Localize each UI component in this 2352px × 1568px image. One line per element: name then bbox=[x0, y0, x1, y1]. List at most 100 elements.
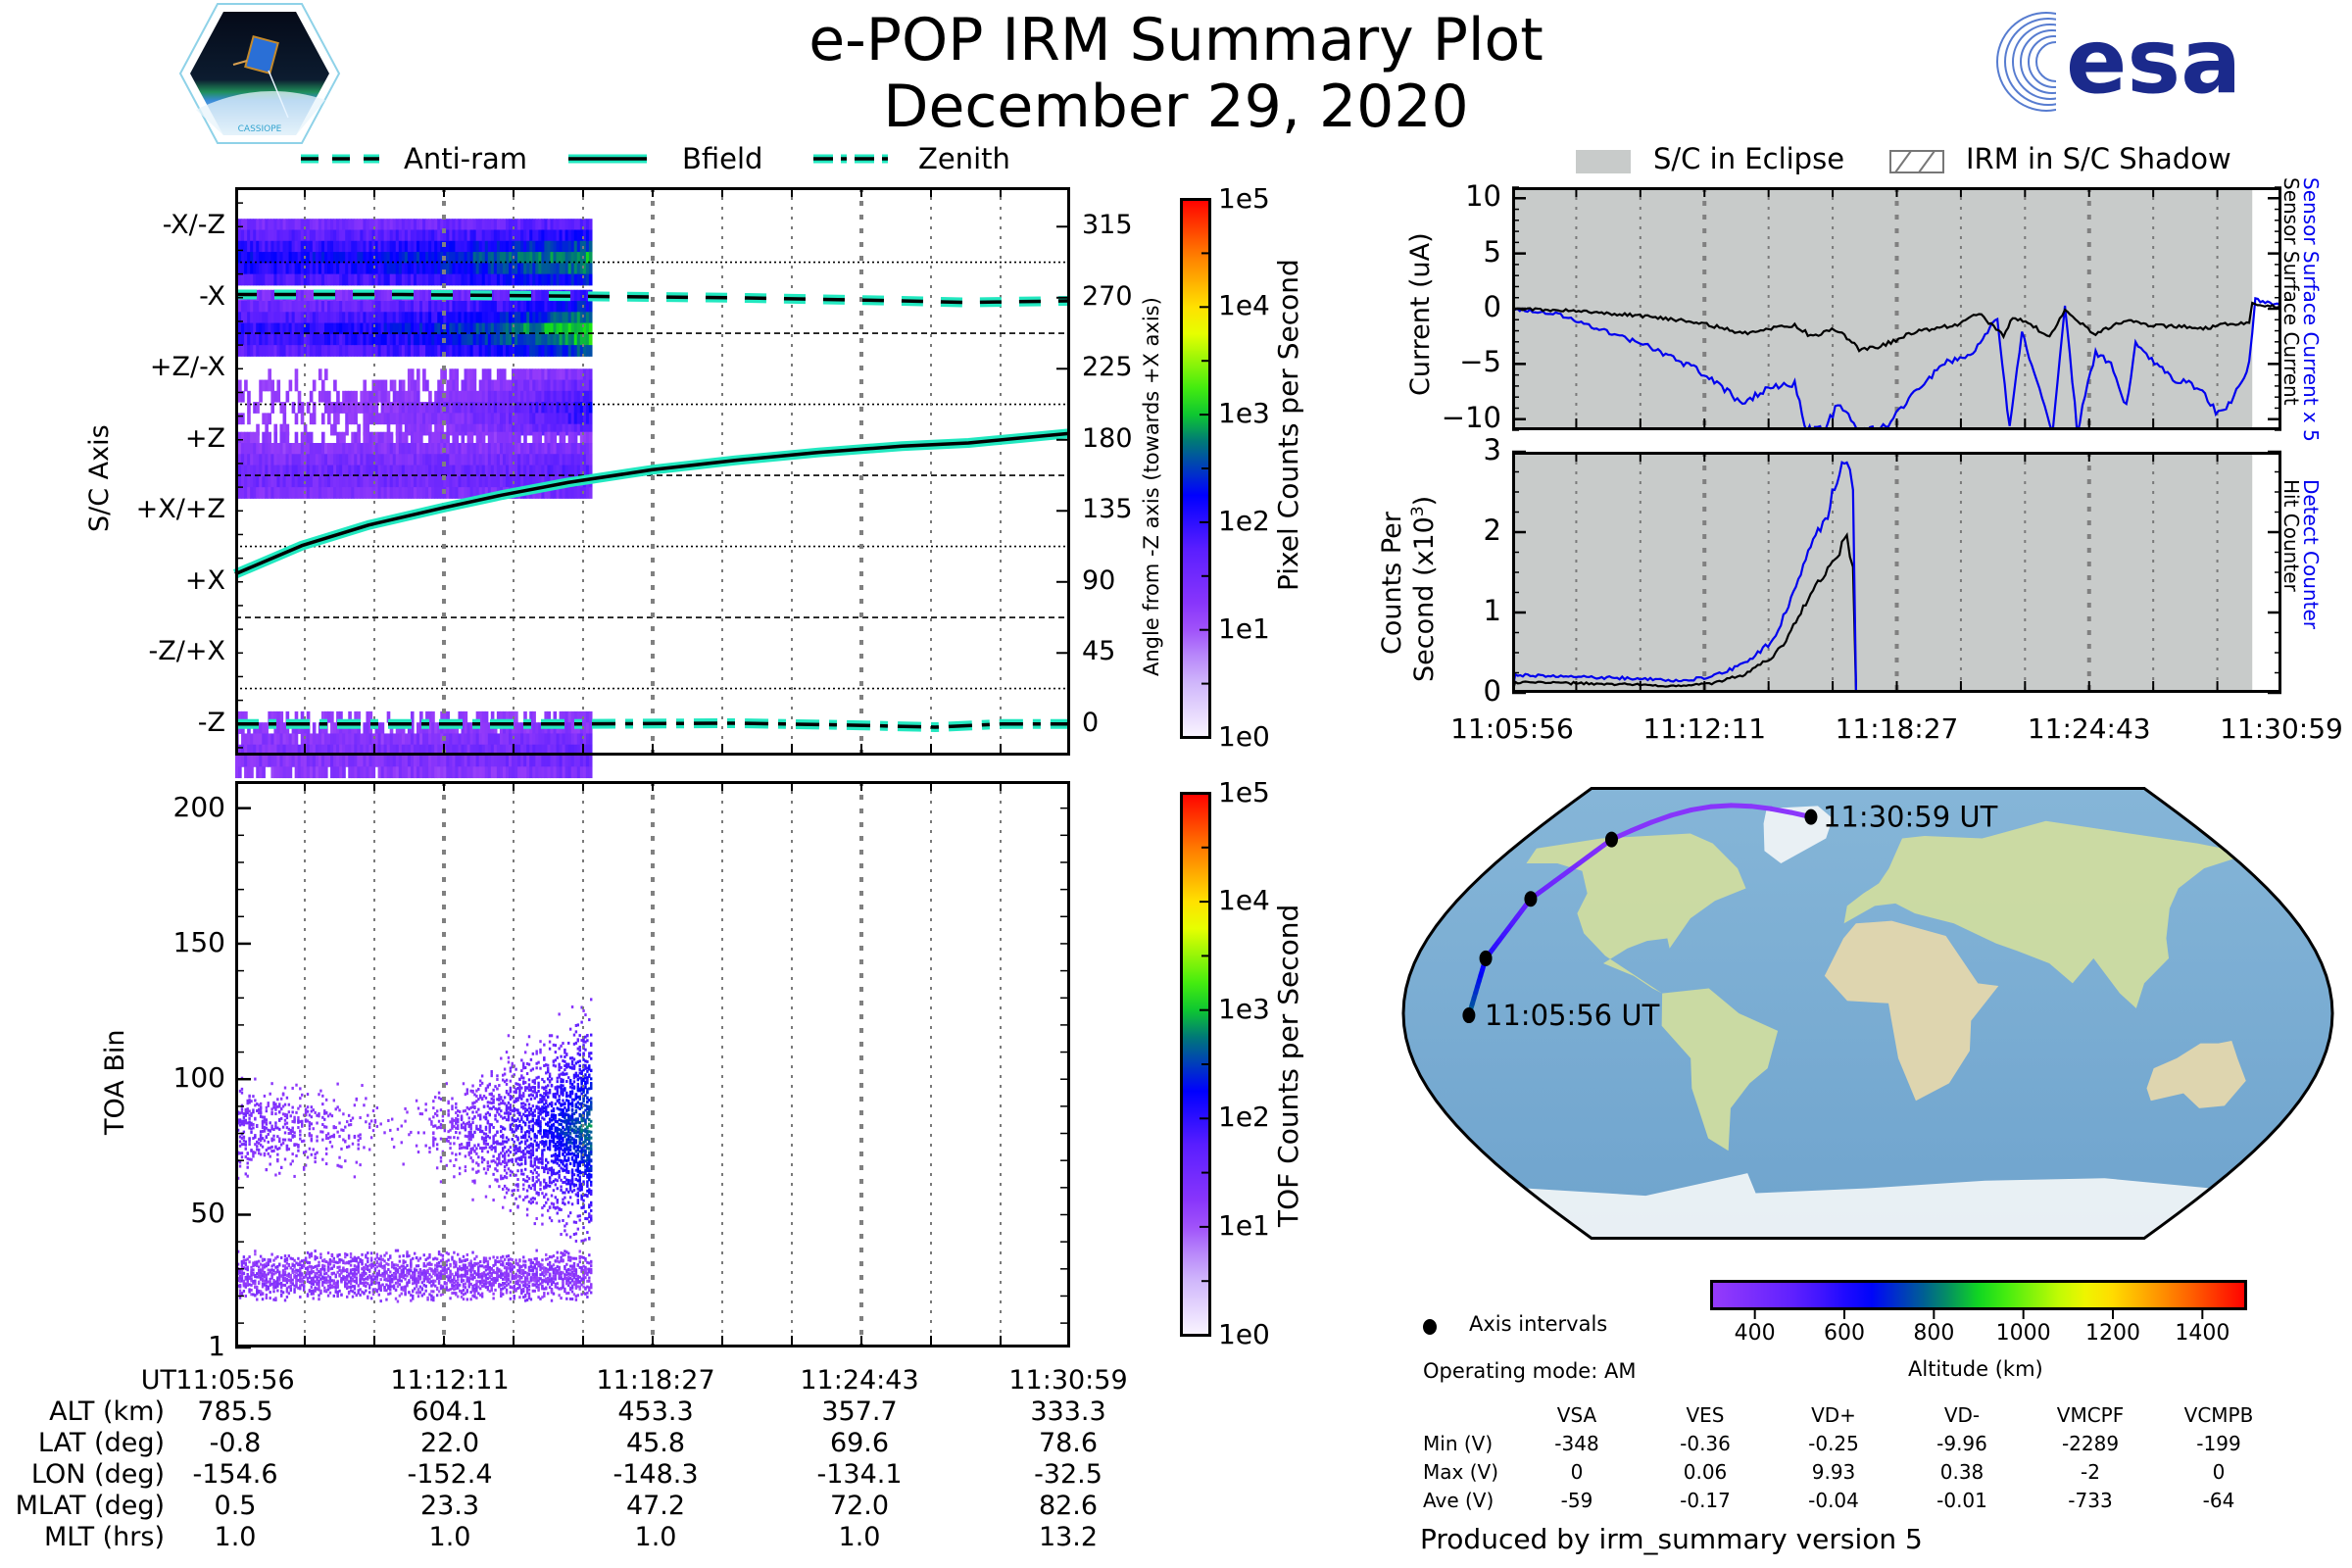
pixel-heat-cell bbox=[559, 322, 564, 335]
toa-heat-cell bbox=[400, 1270, 403, 1274]
pixel-heat-cell bbox=[348, 263, 352, 275]
pixel-heat-cell bbox=[529, 475, 533, 488]
pixel-heat-cell bbox=[505, 454, 510, 466]
toa-heat-cell bbox=[242, 1120, 246, 1124]
toa-heat-cell bbox=[297, 1278, 300, 1282]
pixel-heat-cell bbox=[526, 333, 530, 346]
toa-heat-cell bbox=[394, 1297, 398, 1300]
toa-heat-cell bbox=[272, 1285, 275, 1289]
pixel-heat-cell bbox=[562, 345, 566, 357]
toa-heat-cell bbox=[312, 1148, 315, 1152]
pixel-heat-cell bbox=[315, 475, 319, 488]
pixel-heat-cell bbox=[345, 423, 349, 436]
pixel-heat-cell bbox=[368, 431, 373, 444]
pixel-heat-cell bbox=[434, 219, 438, 230]
toa-heat-cell bbox=[336, 1292, 339, 1296]
pixel-heat-cell bbox=[452, 312, 457, 324]
pixel-heat-cell bbox=[570, 487, 575, 499]
pixel-heat-cell bbox=[398, 240, 403, 253]
pixel-heat-cell bbox=[416, 487, 420, 499]
pixel-heat-cell bbox=[573, 487, 578, 499]
toa-heat-cell bbox=[297, 1116, 300, 1120]
pixel-heat-cell bbox=[496, 413, 501, 425]
pixel-heat-cell bbox=[320, 766, 325, 779]
toa-heat-cell bbox=[369, 1265, 373, 1269]
pixel-heat-cell bbox=[425, 240, 429, 253]
pixel-heat-cell bbox=[523, 710, 527, 723]
pixel-heat-cell bbox=[327, 487, 331, 499]
toa-heat-cell bbox=[318, 1286, 320, 1290]
pixel-heat-cell bbox=[276, 744, 281, 757]
pixel-heat-cell bbox=[357, 402, 361, 414]
toa-heat-cell bbox=[244, 1140, 247, 1144]
pixel-heat-cell bbox=[273, 766, 278, 779]
toa-heat-cell bbox=[295, 1278, 298, 1282]
toa-heat-cell bbox=[297, 1256, 300, 1260]
pixel-heat-cell bbox=[466, 219, 471, 230]
pixel-heat-cell bbox=[276, 301, 281, 313]
pixel-heat-cell bbox=[422, 289, 426, 302]
pixel-heat-cell bbox=[490, 345, 495, 357]
pixel-heat-cell bbox=[567, 756, 572, 767]
pixel-heat-cell bbox=[553, 273, 558, 286]
toa-heat-cell bbox=[261, 1263, 265, 1267]
pixel-heat-cell bbox=[330, 487, 334, 499]
pixel-heat-cell bbox=[455, 733, 460, 746]
pixel-heat-cell bbox=[431, 402, 435, 414]
pixel-heat-cell bbox=[262, 431, 266, 444]
pixel-heat-cell bbox=[562, 390, 566, 403]
toa-heat-cell bbox=[334, 1273, 337, 1277]
toa-heat-cell bbox=[353, 1287, 357, 1291]
toa-heat-cell bbox=[269, 1291, 271, 1295]
toa-heat-cell bbox=[299, 1129, 302, 1133]
toa-heat-cell bbox=[267, 1147, 270, 1151]
pixel-heat-cell bbox=[253, 322, 257, 335]
pixel-heat-cell bbox=[398, 475, 403, 488]
pixel-heat-cell bbox=[333, 487, 337, 499]
pixel-heat-cell bbox=[466, 229, 471, 242]
pixel-heat-cell bbox=[541, 252, 546, 264]
toa-heat-cell bbox=[375, 1106, 379, 1110]
toa-heat-cell bbox=[297, 1268, 300, 1272]
pixel-heat-cell bbox=[509, 402, 513, 414]
toa-heat-cell bbox=[270, 1107, 273, 1111]
toa-heat-cell bbox=[387, 1257, 390, 1261]
pixel-heat-cell bbox=[318, 756, 322, 767]
pixel-heat-cell bbox=[475, 390, 480, 403]
pixel-heat-cell bbox=[265, 733, 269, 746]
pixel-heat-cell bbox=[434, 443, 438, 455]
pixel-heat-cell bbox=[437, 454, 441, 466]
pixel-heat-cell bbox=[466, 345, 471, 357]
toa-heat-cell bbox=[379, 1261, 382, 1265]
pixel-heat-cell bbox=[490, 219, 495, 230]
toa-heat-cell bbox=[351, 1290, 355, 1294]
pixel-heat-cell bbox=[294, 345, 299, 357]
pixel-heat-cell bbox=[573, 465, 578, 477]
pixel-heat-cell bbox=[374, 487, 379, 499]
pixel-heat-cell bbox=[466, 413, 471, 425]
toa-heat-cell bbox=[338, 1268, 341, 1272]
toa-heat-cell bbox=[248, 1137, 251, 1141]
pixel-heat-cell bbox=[464, 744, 468, 757]
pixel-heat-cell bbox=[562, 487, 566, 499]
pixel-heat-cell bbox=[502, 766, 507, 779]
pixel-heat-cell bbox=[273, 263, 278, 275]
pixel-heat-cell bbox=[262, 301, 266, 313]
toa-heat-cell bbox=[349, 1270, 353, 1274]
pixel-heat-cell bbox=[466, 402, 471, 414]
toa-heat-cell bbox=[338, 1121, 341, 1125]
pixel-heat-cell bbox=[401, 454, 406, 466]
pixel-heat-cell bbox=[320, 454, 325, 466]
pixel-heat-cell bbox=[363, 756, 368, 767]
toa-heat-cell bbox=[261, 1292, 265, 1296]
pixel-heat-cell bbox=[434, 465, 438, 477]
toa-heat-cell bbox=[316, 1276, 318, 1280]
pixel-heat-cell bbox=[276, 766, 281, 779]
pixel-heat-cell bbox=[265, 289, 269, 302]
pixel-heat-cell bbox=[523, 219, 527, 230]
toa-heat-cell bbox=[267, 1140, 270, 1144]
toa-heat-cell bbox=[353, 1279, 357, 1283]
toa-heat-cell bbox=[274, 1286, 277, 1290]
pixel-heat-cell bbox=[469, 454, 474, 466]
toa-heat-cell bbox=[285, 1289, 289, 1293]
